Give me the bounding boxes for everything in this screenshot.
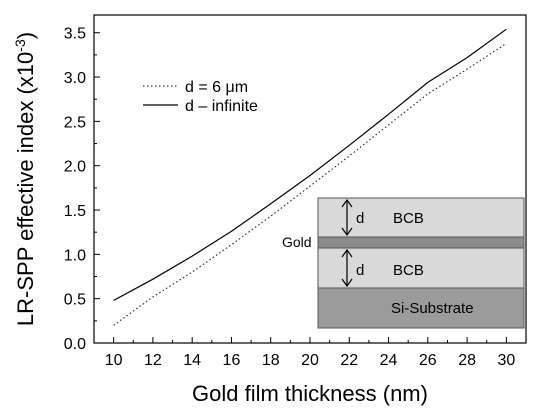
legend: d = 6 μm d – infinite [143,79,258,115]
y-axis-title: LR-SPP effective index (x10-3) [12,32,38,326]
x-tick-label: 24 [380,352,398,369]
x-tick-label: 10 [105,352,123,369]
legend-label-infinite: d – infinite [185,98,258,115]
y-axis-title-exponent: -3 [12,39,28,52]
y-tick-label: 0.0 [64,336,86,353]
inset-bcb-top [317,197,525,238]
inset-gold-label: Gold [282,234,312,250]
inset-d-label-top: d [356,210,364,227]
inset-gold-layer [317,236,525,249]
y-tick-label: 3.0 [64,70,86,87]
d-arrow-bottom-head-down [341,278,353,288]
y-tick-label: 2.0 [64,159,86,176]
d-arrow-top-head-down [341,227,353,237]
y-tick-label: 1.5 [64,203,86,220]
series-line-d6um [113,42,507,326]
inset-bcb-bottom-label: BCB [393,262,424,279]
series-line-infinite [113,28,507,301]
legend-label-d6: d = 6 μm [185,79,248,96]
d-arrow-top-head-up [341,198,353,208]
y-tick-label: 2.5 [64,114,86,131]
inset-d-label-bottom: d [356,262,364,279]
x-tick-label: 20 [301,352,319,369]
y-axis-ticks: 0.0 0.5 1.0 1.5 2.0 2.5 3.0 3.5 [64,26,100,353]
x-tick-label: 12 [144,352,162,369]
x-axis-ticks: 10 12 14 16 18 20 22 24 26 28 30 [93,337,527,369]
inset-substrate-label: Si-Substrate [391,300,474,317]
x-tick-label: 28 [458,352,476,369]
y-tick-label: 1.0 [64,247,86,264]
x-tick-label: 22 [340,352,358,369]
y-axis-title-main: LR-SPP effective index (x10 [13,52,38,326]
y-tick-label: 0.5 [64,292,86,309]
inset-bcb-top-label: BCB [393,210,424,227]
y-tick-label: 3.5 [64,26,86,43]
inset-substrate [317,287,525,329]
series-layer [113,28,507,326]
x-tick-label: 30 [497,352,515,369]
inset-layer-diagram: d d BCB BCB Gold Si-Substrate [282,197,525,329]
x-tick-label: 16 [223,352,241,369]
d-arrow-bottom-head-up [341,248,353,258]
x-axis-title: Gold film thickness (nm) [192,381,428,406]
x-tick-label: 14 [183,352,201,369]
x-tick-label: 18 [262,352,280,369]
y-axis-title-close: ) [13,32,38,39]
x-tick-label: 26 [419,352,437,369]
